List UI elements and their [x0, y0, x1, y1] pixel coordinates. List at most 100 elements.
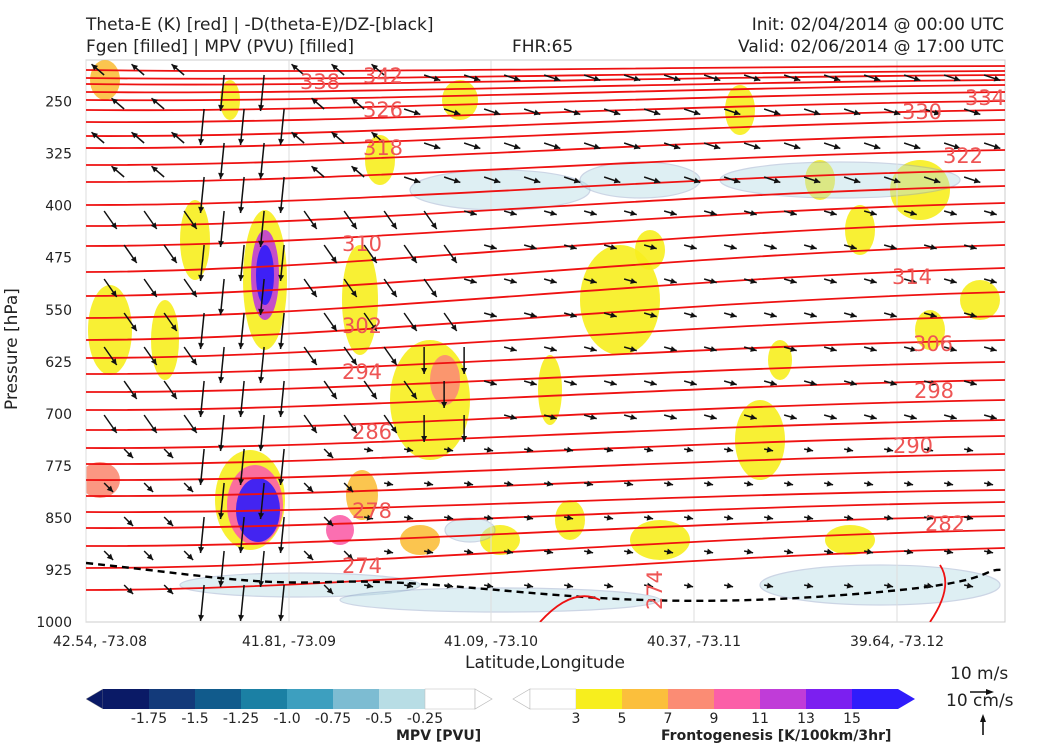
wind-vector-head — [706, 480, 714, 487]
wind-vector — [199, 312, 205, 350]
fgen-colorbar-segment — [852, 689, 898, 709]
wind-vector-head — [570, 380, 577, 386]
wind-vector-head — [730, 312, 737, 318]
wind-vector-head — [258, 376, 265, 383]
wind-vector-head — [750, 210, 757, 216]
wind-vector-head — [198, 206, 205, 213]
vertical-reference-arrow-head — [980, 714, 986, 722]
y-tick-label: 400 — [45, 199, 72, 215]
y-tick-label: 925 — [45, 563, 72, 579]
wind-vector-head — [198, 342, 205, 349]
wind-vector-head — [453, 177, 461, 184]
theta-e-contour — [86, 221, 1005, 273]
theta-e-contour — [86, 489, 1005, 514]
wind-vector-head — [713, 75, 721, 82]
theta-e-contour — [86, 169, 1005, 206]
wind-vector-head — [726, 446, 734, 453]
wind-vector-head — [430, 290, 437, 297]
fgen-tick-label: 7 — [664, 711, 673, 727]
wind-vector-head — [610, 380, 617, 386]
wind-vector — [199, 584, 205, 622]
mpv-colorbar-segment — [424, 688, 476, 710]
wind-vector-head — [833, 75, 841, 82]
wind-vector-head — [150, 222, 157, 229]
wind-vector-head — [433, 75, 441, 82]
wind-vector-head — [550, 414, 557, 420]
wind-vector-head — [906, 548, 914, 555]
wind-vector-head — [331, 132, 339, 139]
fgen-shading — [960, 280, 1000, 320]
wind-vector-head — [218, 308, 225, 315]
wind-vector-head — [473, 75, 481, 82]
wind-vector-head — [950, 210, 957, 216]
wind-vector-head — [490, 312, 497, 318]
wind-vector-head — [506, 548, 514, 555]
wind-vector-head — [766, 514, 774, 521]
wind-vector — [199, 108, 205, 146]
wind-vector-head — [906, 480, 914, 487]
wind-vector-head — [686, 514, 694, 521]
wind-vector-head — [866, 548, 874, 555]
wind-vector-head — [930, 380, 937, 386]
wind-vector-head — [973, 177, 981, 184]
fgen-shading — [735, 400, 785, 480]
wind-vector-head — [733, 109, 741, 116]
fgen-shading — [580, 245, 660, 355]
wind-vector-head — [666, 548, 674, 555]
fgen-colorbar-extend — [898, 689, 915, 709]
mpv-tick-label: -1.25 — [223, 711, 259, 727]
theta-e-contour — [86, 74, 1005, 86]
wind-vector-head — [171, 132, 179, 139]
wind-vector-head — [826, 480, 834, 487]
wind-vector-head — [990, 414, 997, 420]
wind-vector-head — [238, 478, 245, 485]
fgen-tick-label: 15 — [843, 711, 861, 727]
mpv-colorbar-segment — [241, 689, 287, 709]
wind-vector-head — [986, 548, 994, 555]
fgen-shading — [480, 525, 520, 555]
wind-vector-head — [198, 478, 205, 485]
mpv-shading — [759, 564, 1001, 606]
wind-vector-head — [258, 308, 265, 315]
wind-vector-head — [91, 132, 99, 139]
wind-vector-head — [866, 480, 874, 487]
wind-vector-head — [413, 177, 421, 184]
wind-vector — [279, 380, 285, 418]
wind-vector-head — [111, 166, 119, 173]
theta-e-label: 286 — [352, 420, 392, 444]
wind-vector-head — [131, 64, 139, 71]
theta-e-contour — [86, 79, 1005, 94]
wind-vector-head — [710, 210, 717, 216]
wind-vector-head — [930, 244, 937, 250]
wind-vector-head — [870, 210, 877, 216]
wind-vector-head — [330, 392, 337, 399]
wind-vector-head — [450, 324, 457, 331]
wind-vector-head — [553, 75, 561, 82]
wind-vector-head — [933, 109, 941, 116]
wind-vector-head — [853, 109, 861, 116]
wind-vector-head — [850, 380, 857, 386]
theta-e-label: 302 — [342, 314, 382, 338]
wind-vector-head — [673, 75, 681, 82]
wind-vector-head — [278, 274, 285, 281]
theta-e-label: 294 — [342, 360, 382, 384]
wind-vector-head — [110, 222, 117, 229]
wind-vector-head — [370, 392, 377, 399]
wind-vector-head — [966, 582, 974, 589]
wind-vector-head — [686, 582, 694, 589]
wind-vector-head — [790, 414, 797, 420]
wind-vector-head — [198, 546, 205, 553]
wind-vector-head — [626, 480, 634, 487]
fgen-tick-label: 13 — [797, 711, 815, 727]
theta-e-contour — [86, 109, 1005, 137]
wind-vector-head — [726, 582, 734, 589]
mpv-colorbar-extend — [85, 688, 104, 710]
wind-vector-head — [190, 290, 197, 297]
wind-vector-head — [970, 380, 977, 386]
wind-vector-head — [150, 358, 157, 365]
wind-vector-head — [926, 582, 934, 589]
wind-vector-head — [693, 177, 701, 184]
fgen-shading — [256, 245, 274, 305]
wind-vector-head — [690, 380, 697, 386]
wind-vector-head — [946, 548, 954, 555]
